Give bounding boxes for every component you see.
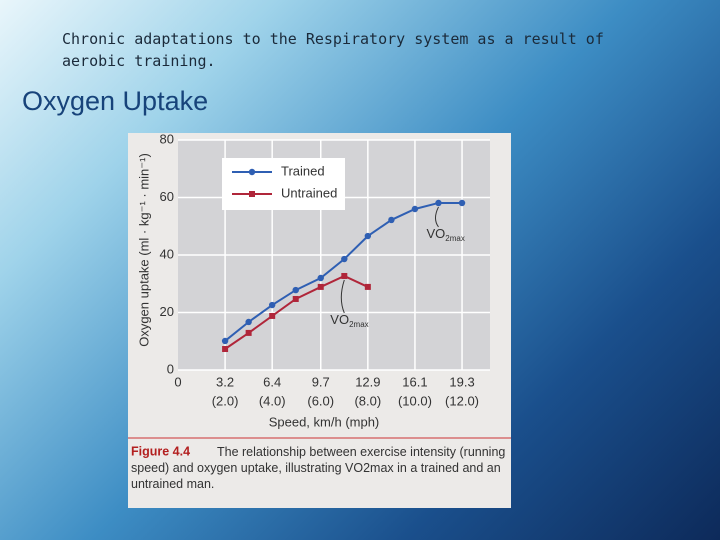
point — [411, 205, 419, 213]
x-tick-sublabel: (12.0) — [445, 393, 479, 408]
point — [292, 295, 299, 302]
y-axis-label: Oxygen uptake (ml · kg⁻¹ · min⁻¹) — [136, 153, 151, 347]
point — [317, 274, 324, 282]
y-tick-label: 80 — [160, 131, 174, 146]
annotation-leader — [340, 279, 345, 314]
x-tick-label: 19.3 — [449, 374, 474, 389]
x-tick-label: 9.7 — [312, 374, 330, 389]
x-tick-label: 12.9 — [355, 374, 380, 389]
y-tick-label: 20 — [160, 304, 174, 319]
annotation-leader — [434, 206, 439, 228]
point — [364, 283, 371, 290]
legend-marker — [248, 168, 256, 176]
x-tick-sublabel: (6.0) — [307, 393, 334, 408]
annotation-text: VO — [330, 312, 349, 327]
point — [245, 329, 252, 336]
point — [269, 312, 276, 319]
y-tick-label: 60 — [160, 189, 174, 204]
slide-title: Chronic adaptations to the Respiratory s… — [62, 30, 604, 70]
x-tick-sublabel: (8.0) — [354, 393, 381, 408]
caption-label: Figure 4.4 — [131, 444, 190, 458]
caption-box: The relationship between exercise intens… — [131, 445, 506, 491]
annotation-sub: 2max — [445, 234, 465, 243]
x-tick-label: 3.2 — [216, 374, 234, 389]
y-tick-label: 0 — [167, 361, 174, 376]
legend-label: Trained — [281, 163, 325, 178]
annotation-sub: 2max — [349, 320, 369, 329]
point — [268, 301, 276, 309]
y-tick-label: 40 — [160, 246, 174, 261]
point — [458, 199, 466, 207]
x-tick-label: 6.4 — [263, 374, 281, 389]
point — [364, 232, 372, 240]
point — [341, 272, 348, 279]
annotation: VO2max — [426, 226, 464, 243]
x-tick-sublabel: (10.0) — [398, 393, 432, 408]
point — [388, 216, 395, 224]
legend-box — [222, 158, 345, 210]
point — [435, 199, 442, 207]
point — [341, 255, 348, 263]
slide-heading: Oxygen Uptake — [22, 86, 209, 116]
x-tick-sublabel: (2.0) — [212, 393, 239, 408]
point — [292, 286, 299, 294]
legend-label: Untrained — [281, 185, 337, 200]
x-tick-sublabel: (4.0) — [259, 393, 286, 408]
point — [222, 346, 229, 353]
x-tick-label: 0 — [174, 374, 181, 389]
legend-marker — [249, 191, 255, 197]
point — [221, 337, 229, 345]
point — [245, 318, 252, 326]
caption-text: The relationship between exercise intens… — [131, 445, 506, 491]
x-tick-label: 16.1 — [402, 374, 427, 389]
annotation-text: VO — [426, 226, 445, 241]
point — [317, 283, 324, 290]
x-axis-label: Speed, km/h (mph) — [269, 414, 380, 429]
annotation: VO2max — [330, 312, 368, 329]
